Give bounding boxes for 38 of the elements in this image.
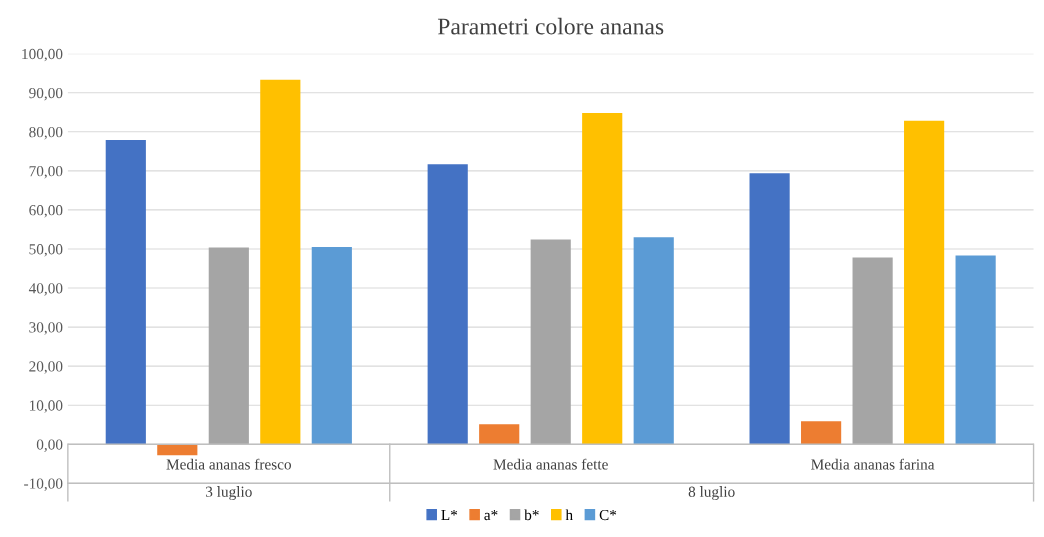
y-tick-label: 60,00 (29, 205, 63, 218)
bar (904, 120, 945, 445)
bar (955, 255, 996, 445)
bar (479, 424, 520, 445)
y-tick-label: 80,00 (29, 126, 63, 140)
y-tick-label: 100,00 (22, 48, 63, 62)
bar (157, 444, 198, 456)
bar (582, 113, 623, 445)
y-tick-label: 70,00 (29, 166, 63, 179)
legend-label: C* (599, 509, 617, 521)
bar (208, 247, 249, 445)
y-tick-label: 30,00 (29, 322, 63, 335)
bar (530, 239, 571, 445)
bar (311, 247, 352, 445)
y-tick-label: 50,00 (29, 244, 63, 257)
bar (427, 164, 468, 445)
legend-label: b* (524, 509, 539, 521)
x-tick-label: Media ananas fette (493, 458, 608, 470)
text: 3 luglio (205, 486, 252, 501)
legend-label: h (565, 509, 573, 520)
y-tick-label: 40,00 (28, 283, 63, 296)
y-tick-label: 90,00 (29, 87, 63, 101)
chart-title: Parametri colore ananas (437, 17, 664, 35)
legend-label: a* (484, 509, 498, 521)
y-tick-label: 10,00 (29, 400, 63, 413)
bar (801, 421, 842, 445)
bar (852, 257, 893, 445)
legend-label: L* (441, 509, 458, 520)
y-tick-label: 0,00 (36, 439, 63, 452)
bar (633, 237, 674, 445)
text: 8 luglio (688, 486, 735, 501)
x-tick-label: Media ananas farina (811, 458, 935, 470)
bar (260, 79, 301, 445)
bar (105, 140, 146, 445)
x-tick-label: Media ananas fresco (166, 458, 291, 470)
bar (749, 173, 790, 445)
y-tick-label: -10,00 (24, 478, 63, 491)
y-tick-label: 20,00 (29, 361, 63, 374)
